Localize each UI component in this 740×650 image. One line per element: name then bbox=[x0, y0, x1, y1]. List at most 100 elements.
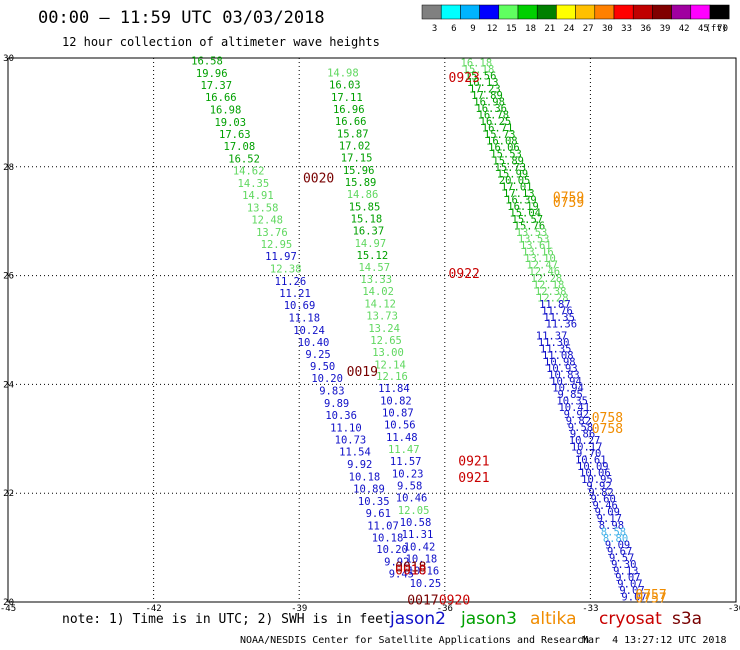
footer-note: note: 1) Time is in UTC; 2) SWH is in fe… bbox=[62, 612, 391, 627]
pass-time-label: 0018 bbox=[395, 561, 426, 576]
wave-height-value: 15.99 bbox=[497, 168, 529, 180]
pass-time-label: 0018 bbox=[395, 563, 426, 578]
wave-height-value: 12.14 bbox=[374, 359, 406, 371]
legend-swatch bbox=[690, 4, 711, 20]
wave-height-value: 15.53 bbox=[490, 149, 522, 161]
wave-height-value: 9.92 bbox=[586, 481, 611, 493]
legend-swatch bbox=[709, 4, 730, 20]
wave-height-value: 9.82 bbox=[588, 487, 613, 499]
wave-height-value: 10.35 bbox=[556, 396, 588, 408]
wave-height-value: 9.09 bbox=[595, 507, 620, 519]
wave-height-value: 14.35 bbox=[238, 178, 270, 190]
wave-height-value: 11.87 bbox=[539, 299, 571, 311]
wave-height-value: 9.17 bbox=[597, 513, 622, 525]
wave-height-value: 13.10 bbox=[524, 253, 556, 265]
wave-height-value: 15.76 bbox=[514, 221, 546, 233]
wave-height-value: 14.97 bbox=[355, 238, 387, 250]
wave-height-value: 9.67 bbox=[607, 546, 632, 558]
satellite-legend-jason3: jason3 bbox=[461, 609, 517, 629]
legend-label: 70 bbox=[717, 24, 728, 34]
wave-height-value: 11.31 bbox=[402, 529, 434, 541]
pass-time-label: 0920 bbox=[439, 593, 470, 608]
wave-height-value: 8.98 bbox=[599, 520, 624, 532]
wave-height-value: 16.39 bbox=[505, 194, 537, 206]
wave-height-value: 14.57 bbox=[358, 262, 390, 274]
legend-label: 39 bbox=[660, 24, 671, 34]
wave-height-value: 11.84 bbox=[378, 383, 410, 395]
wave-height-value: 12.46 bbox=[528, 266, 560, 278]
wave-height-value: 16.98 bbox=[210, 105, 242, 117]
legend-label: 27 bbox=[583, 24, 594, 34]
wave-height-value: 13.00 bbox=[372, 347, 404, 359]
wave-height-value: 11.08 bbox=[542, 350, 574, 362]
wave-height-value: 15.12 bbox=[357, 250, 389, 262]
pass-time-label: 0921 bbox=[458, 455, 489, 470]
wave-height-value: 10.18 bbox=[406, 553, 438, 565]
legend-label: 30 bbox=[602, 24, 613, 34]
wave-height-value: 11.48 bbox=[386, 432, 418, 444]
satellite-legend-jason2: jason2 bbox=[390, 609, 446, 629]
wave-height-value: 15.18 bbox=[463, 64, 495, 76]
color-legend: 3 6 9 12 15 18 21 24 27 30 33 36 39 42 45 70(ft) bbox=[421, 4, 730, 34]
legend-swatch bbox=[671, 4, 692, 20]
track-b: 14.9816.0317.1116.9616.6615.8717.0217.15… bbox=[327, 68, 441, 590]
legend-label: 9 bbox=[470, 24, 475, 34]
legend-swatch bbox=[517, 4, 538, 20]
wave-height-value: 10.23 bbox=[392, 469, 424, 481]
legend-swatch bbox=[460, 4, 480, 20]
wave-height-value: 9.86 bbox=[570, 428, 595, 440]
chart-subtitle: 12 hour collection of altimeter wave hei… bbox=[62, 35, 380, 49]
wave-height-value: 10.06 bbox=[579, 468, 611, 480]
wave-height-value: 16.36 bbox=[475, 103, 507, 115]
wave-height-value: 14.86 bbox=[347, 189, 379, 201]
wave-height-value: 9.07 bbox=[621, 592, 646, 604]
pass-time-label: 0758 bbox=[592, 422, 623, 437]
wave-height-value: 17.08 bbox=[224, 141, 256, 153]
wave-height-value: 9.92 bbox=[564, 409, 589, 421]
wave-height-value: 17.13 bbox=[503, 188, 535, 200]
pass-time-label: 0757 bbox=[635, 592, 666, 607]
wave-height-value: 9.83 bbox=[319, 385, 344, 397]
wave-height-value: 10.93 bbox=[546, 363, 578, 375]
wave-height-value: 10.20 bbox=[376, 544, 408, 556]
wave-height-value: 11.26 bbox=[275, 276, 307, 288]
wave-height-value: 12.48 bbox=[251, 215, 283, 227]
wave-height-value: 11.21 bbox=[279, 288, 311, 300]
wave-height-value: 11.76 bbox=[541, 305, 573, 317]
y-tick-label: 24 bbox=[3, 380, 14, 390]
legend-label: 6 bbox=[451, 24, 456, 34]
wave-height-value: 11.35 bbox=[543, 312, 575, 324]
wave-height-value: 9.70 bbox=[576, 448, 601, 460]
wave-height-value: 11.30 bbox=[538, 337, 570, 349]
wave-height-value: 9.07 bbox=[615, 572, 640, 584]
wave-height-value: 10.36 bbox=[325, 410, 357, 422]
wave-height-value: 12.38 bbox=[270, 264, 302, 276]
wave-height-value: 13.73 bbox=[366, 310, 398, 322]
wave-height-value: 15.73 bbox=[495, 162, 527, 174]
wave-height-value: 9.46 bbox=[593, 500, 618, 512]
wave-height-value: 16.13 bbox=[467, 77, 499, 89]
wave-height-value: 10.89 bbox=[353, 483, 385, 495]
pass-time-label: 0759 bbox=[553, 191, 584, 206]
wave-height-value: 17.15 bbox=[341, 153, 373, 165]
data-tracks: 16.5819.9617.3716.6616.9819.0317.6317.08… bbox=[191, 56, 647, 604]
wave-height-value: 14.12 bbox=[364, 298, 396, 310]
wave-height-value: 16.66 bbox=[335, 116, 367, 128]
wave-height-value: 13.53 bbox=[516, 227, 548, 239]
wave-height-value: 15.57 bbox=[512, 214, 544, 226]
wave-height-value: 17.01 bbox=[501, 181, 533, 193]
wave-height-value: 10.98 bbox=[544, 357, 576, 369]
wave-height-value: 10.82 bbox=[380, 396, 412, 408]
wave-height-value: 13.16 bbox=[522, 247, 554, 259]
satellite-legend-s3a: s3a bbox=[672, 609, 703, 629]
x-tick-label: -36 bbox=[437, 604, 453, 614]
wave-height-value: 12.95 bbox=[261, 239, 293, 251]
wave-height-value: 12.16 bbox=[376, 371, 408, 383]
wave-height-value: 16.52 bbox=[228, 154, 260, 166]
legend-swatch bbox=[498, 4, 519, 20]
wave-height-value: 12.28 bbox=[537, 292, 569, 304]
x-tick-label: -39 bbox=[291, 604, 307, 614]
wave-height-value: 10.20 bbox=[311, 373, 343, 385]
wave-height-value: 9.57 bbox=[609, 552, 634, 564]
